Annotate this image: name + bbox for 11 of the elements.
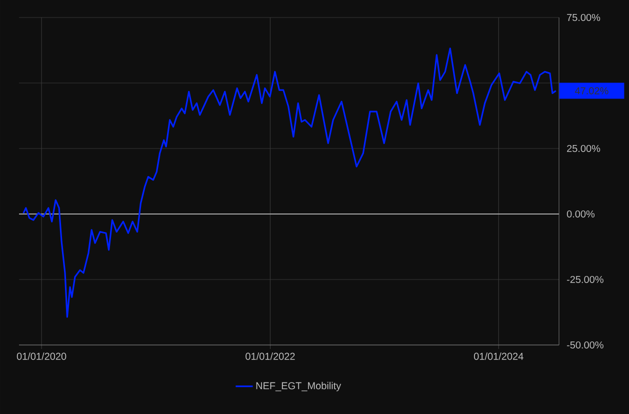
y-tick-label: 0.00% <box>566 210 595 218</box>
y-tick-label: -25.00% <box>566 276 604 284</box>
y-tick-label: 25.00% <box>567 144 600 152</box>
legend-label: NEF_EGT_Mobility <box>256 382 342 392</box>
y-tick-label: -50.00% <box>566 341 604 349</box>
x-tick-label: 01/01/2022 <box>246 352 295 360</box>
line-series <box>22 48 557 318</box>
x-tick-label: 01/01/2020 <box>16 352 66 360</box>
y-tick-label: 75.00% <box>567 14 600 22</box>
annotation: 47.02% <box>574 87 608 94</box>
x-tick-label: 01/01/2024 <box>474 352 524 360</box>
